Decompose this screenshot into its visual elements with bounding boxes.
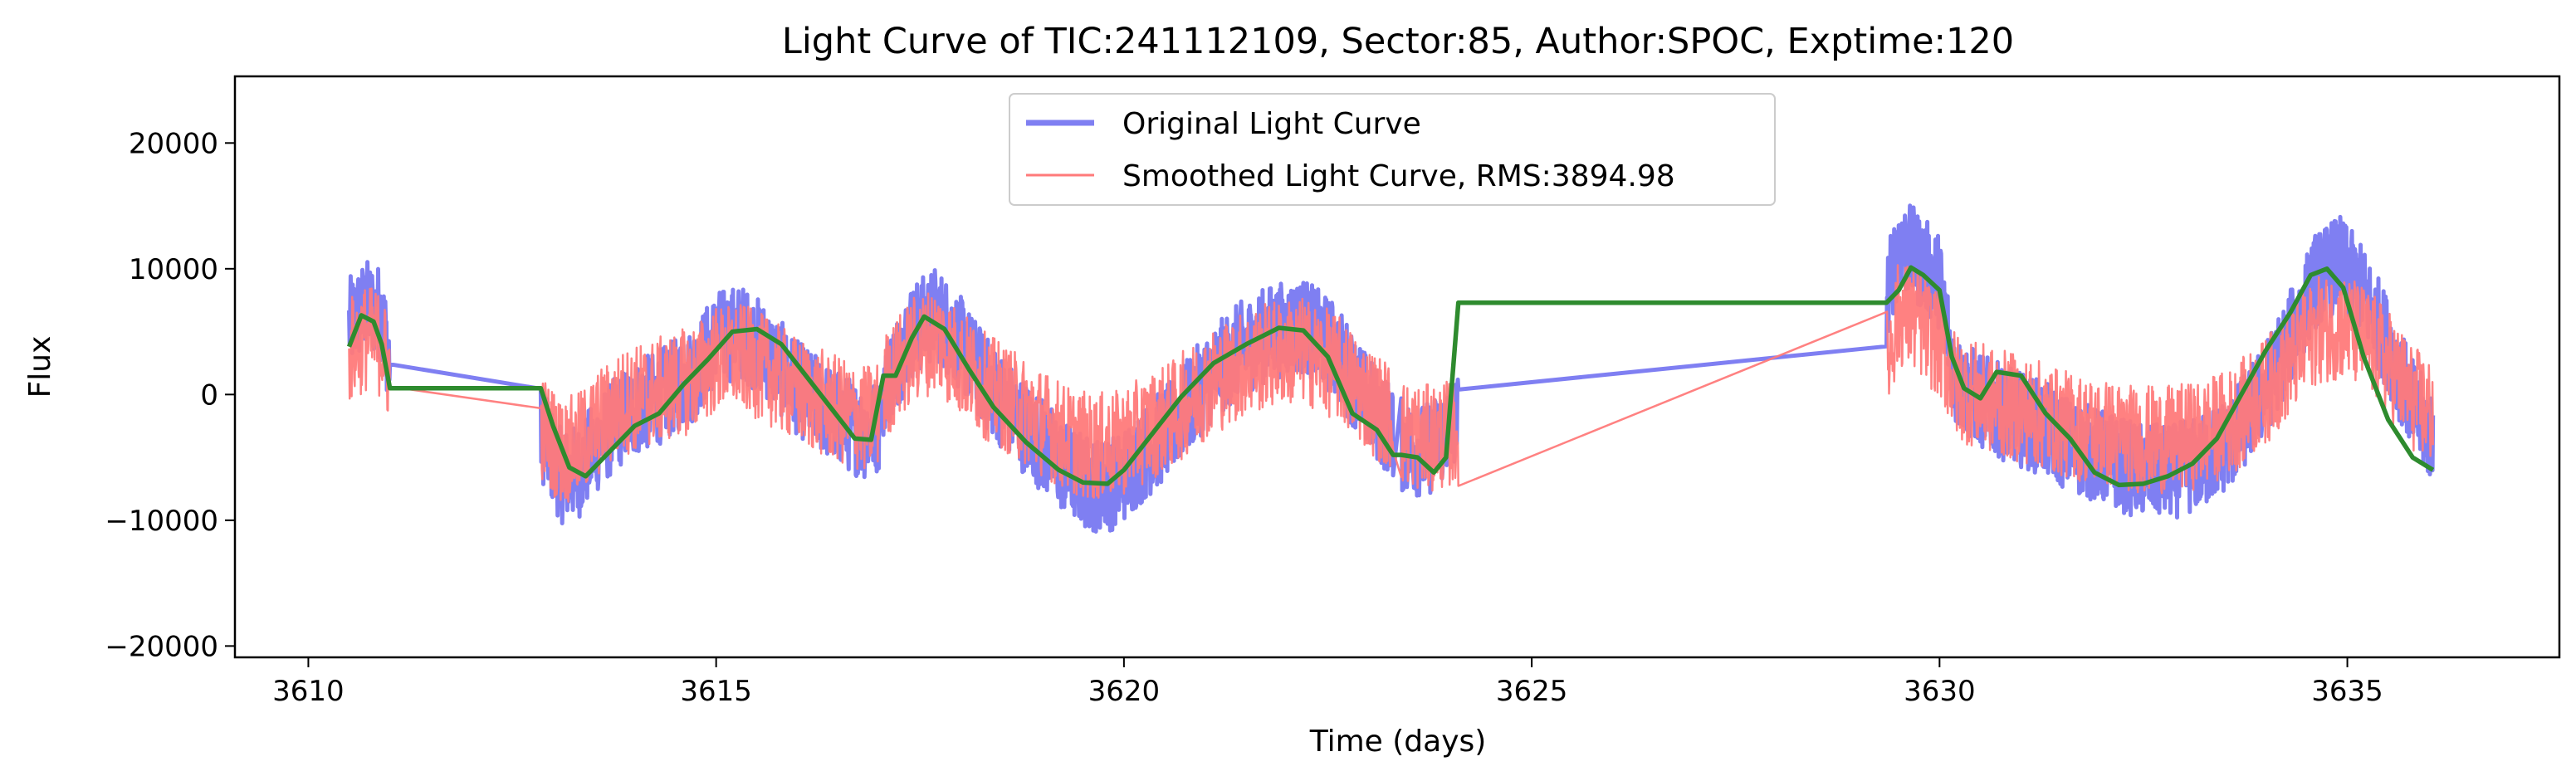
y-tick-label: 0: [200, 378, 218, 412]
x-tick-label: 3615: [680, 675, 752, 708]
y-tick-label: −20000: [105, 630, 218, 663]
series-line-1: [348, 264, 2434, 503]
x-tick-label: 3635: [2311, 675, 2383, 708]
plot-area: [346, 203, 2436, 534]
x-tick-label: 3610: [272, 675, 345, 708]
series-line-2: [346, 265, 2435, 488]
legend-box: [1009, 93, 1776, 206]
plot-frame: [233, 75, 2561, 659]
x-tick-label: 3630: [1904, 675, 1976, 708]
y-tick-label: −10000: [105, 505, 218, 538]
legend-label-smoothed: Smoothed Light Curve, RMS:3894.98: [1122, 159, 1675, 193]
legend: Original Light Curve Smoothed Light Curv…: [1009, 93, 1776, 206]
chart-title: Light Curve of TIC:241112109, Sector:85,…: [782, 21, 2014, 62]
x-tick-label: 3625: [1496, 675, 1568, 708]
y-axis: −20000 −10000 0 10000 20000: [105, 127, 235, 663]
x-tick-label: 3620: [1088, 675, 1161, 708]
y-tick-label: 20000: [129, 127, 218, 160]
legend-label-original: Original Light Curve: [1122, 107, 1421, 141]
x-axis: 3610 3615 3620 3625 3630 3635: [272, 657, 2383, 708]
y-tick-label: 10000: [129, 253, 218, 286]
x-axis-label: Time (days): [1309, 725, 1487, 759]
y-axis-label: Flux: [23, 336, 57, 398]
